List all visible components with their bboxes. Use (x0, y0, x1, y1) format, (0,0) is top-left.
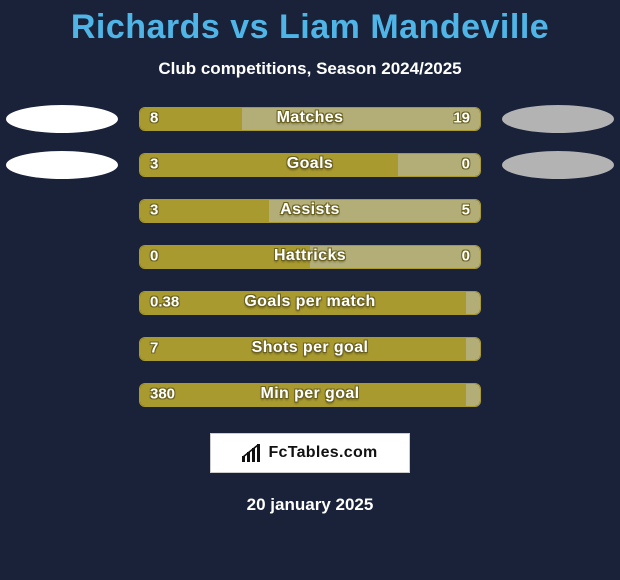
footer-date: 20 january 2025 (247, 495, 374, 515)
player-badge-right (502, 105, 614, 133)
stat-value-right: 19 (453, 110, 470, 127)
stat-row: Assists 3 5 (0, 199, 620, 223)
stat-value-left: 3 (150, 156, 158, 173)
comparison-card: Richards vs Liam Mandeville Club competi… (0, 0, 620, 580)
stat-label: Goals per match (244, 293, 375, 311)
stat-bar: Min per goal 380 (139, 383, 481, 407)
stat-label: Matches (277, 109, 344, 127)
stat-bar: Assists 3 5 (139, 199, 481, 223)
stat-value-left: 7 (150, 340, 158, 357)
player-badge-right (502, 151, 614, 179)
bar-chart-icon (242, 444, 264, 462)
stat-value-left: 0 (150, 248, 158, 265)
stat-label: Shots per goal (252, 339, 369, 357)
logo-text: FcTables.com (268, 444, 377, 462)
stat-value-left: 3 (150, 202, 158, 219)
page-subtitle: Club competitions, Season 2024/2025 (158, 59, 461, 79)
stat-value-left: 0.38 (150, 294, 179, 311)
page-title: Richards vs Liam Mandeville (71, 8, 549, 47)
stat-value-left: 8 (150, 110, 158, 127)
player-badge-left (6, 105, 118, 133)
stat-bar: Shots per goal 7 (139, 337, 481, 361)
fctables-logo[interactable]: FcTables.com (210, 433, 410, 473)
stat-row: Min per goal 380 (0, 383, 620, 407)
stat-value-right: 0 (462, 248, 470, 265)
stat-bar-left (140, 154, 398, 176)
stat-label: Assists (280, 201, 340, 219)
stat-row: Goals per match 0.38 (0, 291, 620, 315)
stat-bar: Hattricks 0 0 (139, 245, 481, 269)
stat-row: Goals 3 0 (0, 153, 620, 177)
stat-bar: Matches 8 19 (139, 107, 481, 131)
stat-bar: Goals per match 0.38 (139, 291, 481, 315)
stat-row: Shots per goal 7 (0, 337, 620, 361)
stat-bar-right (466, 292, 480, 314)
stat-bar-right (466, 384, 480, 406)
stat-bar-left (140, 200, 269, 222)
stats-list: Matches819Goals30Assists35Hattricks00Goa… (0, 107, 620, 407)
stat-row: Hattricks 0 0 (0, 245, 620, 269)
stat-bar: Goals 3 0 (139, 153, 481, 177)
player-badge-left (6, 151, 118, 179)
stat-label: Min per goal (260, 385, 359, 403)
stat-label: Goals (287, 155, 333, 173)
stat-value-right: 5 (462, 202, 470, 219)
stat-value-left: 380 (150, 386, 175, 403)
stat-value-right: 0 (462, 156, 470, 173)
stat-row: Matches 8 19 (0, 107, 620, 131)
stat-label: Hattricks (274, 247, 346, 265)
stat-bar-right (466, 338, 480, 360)
